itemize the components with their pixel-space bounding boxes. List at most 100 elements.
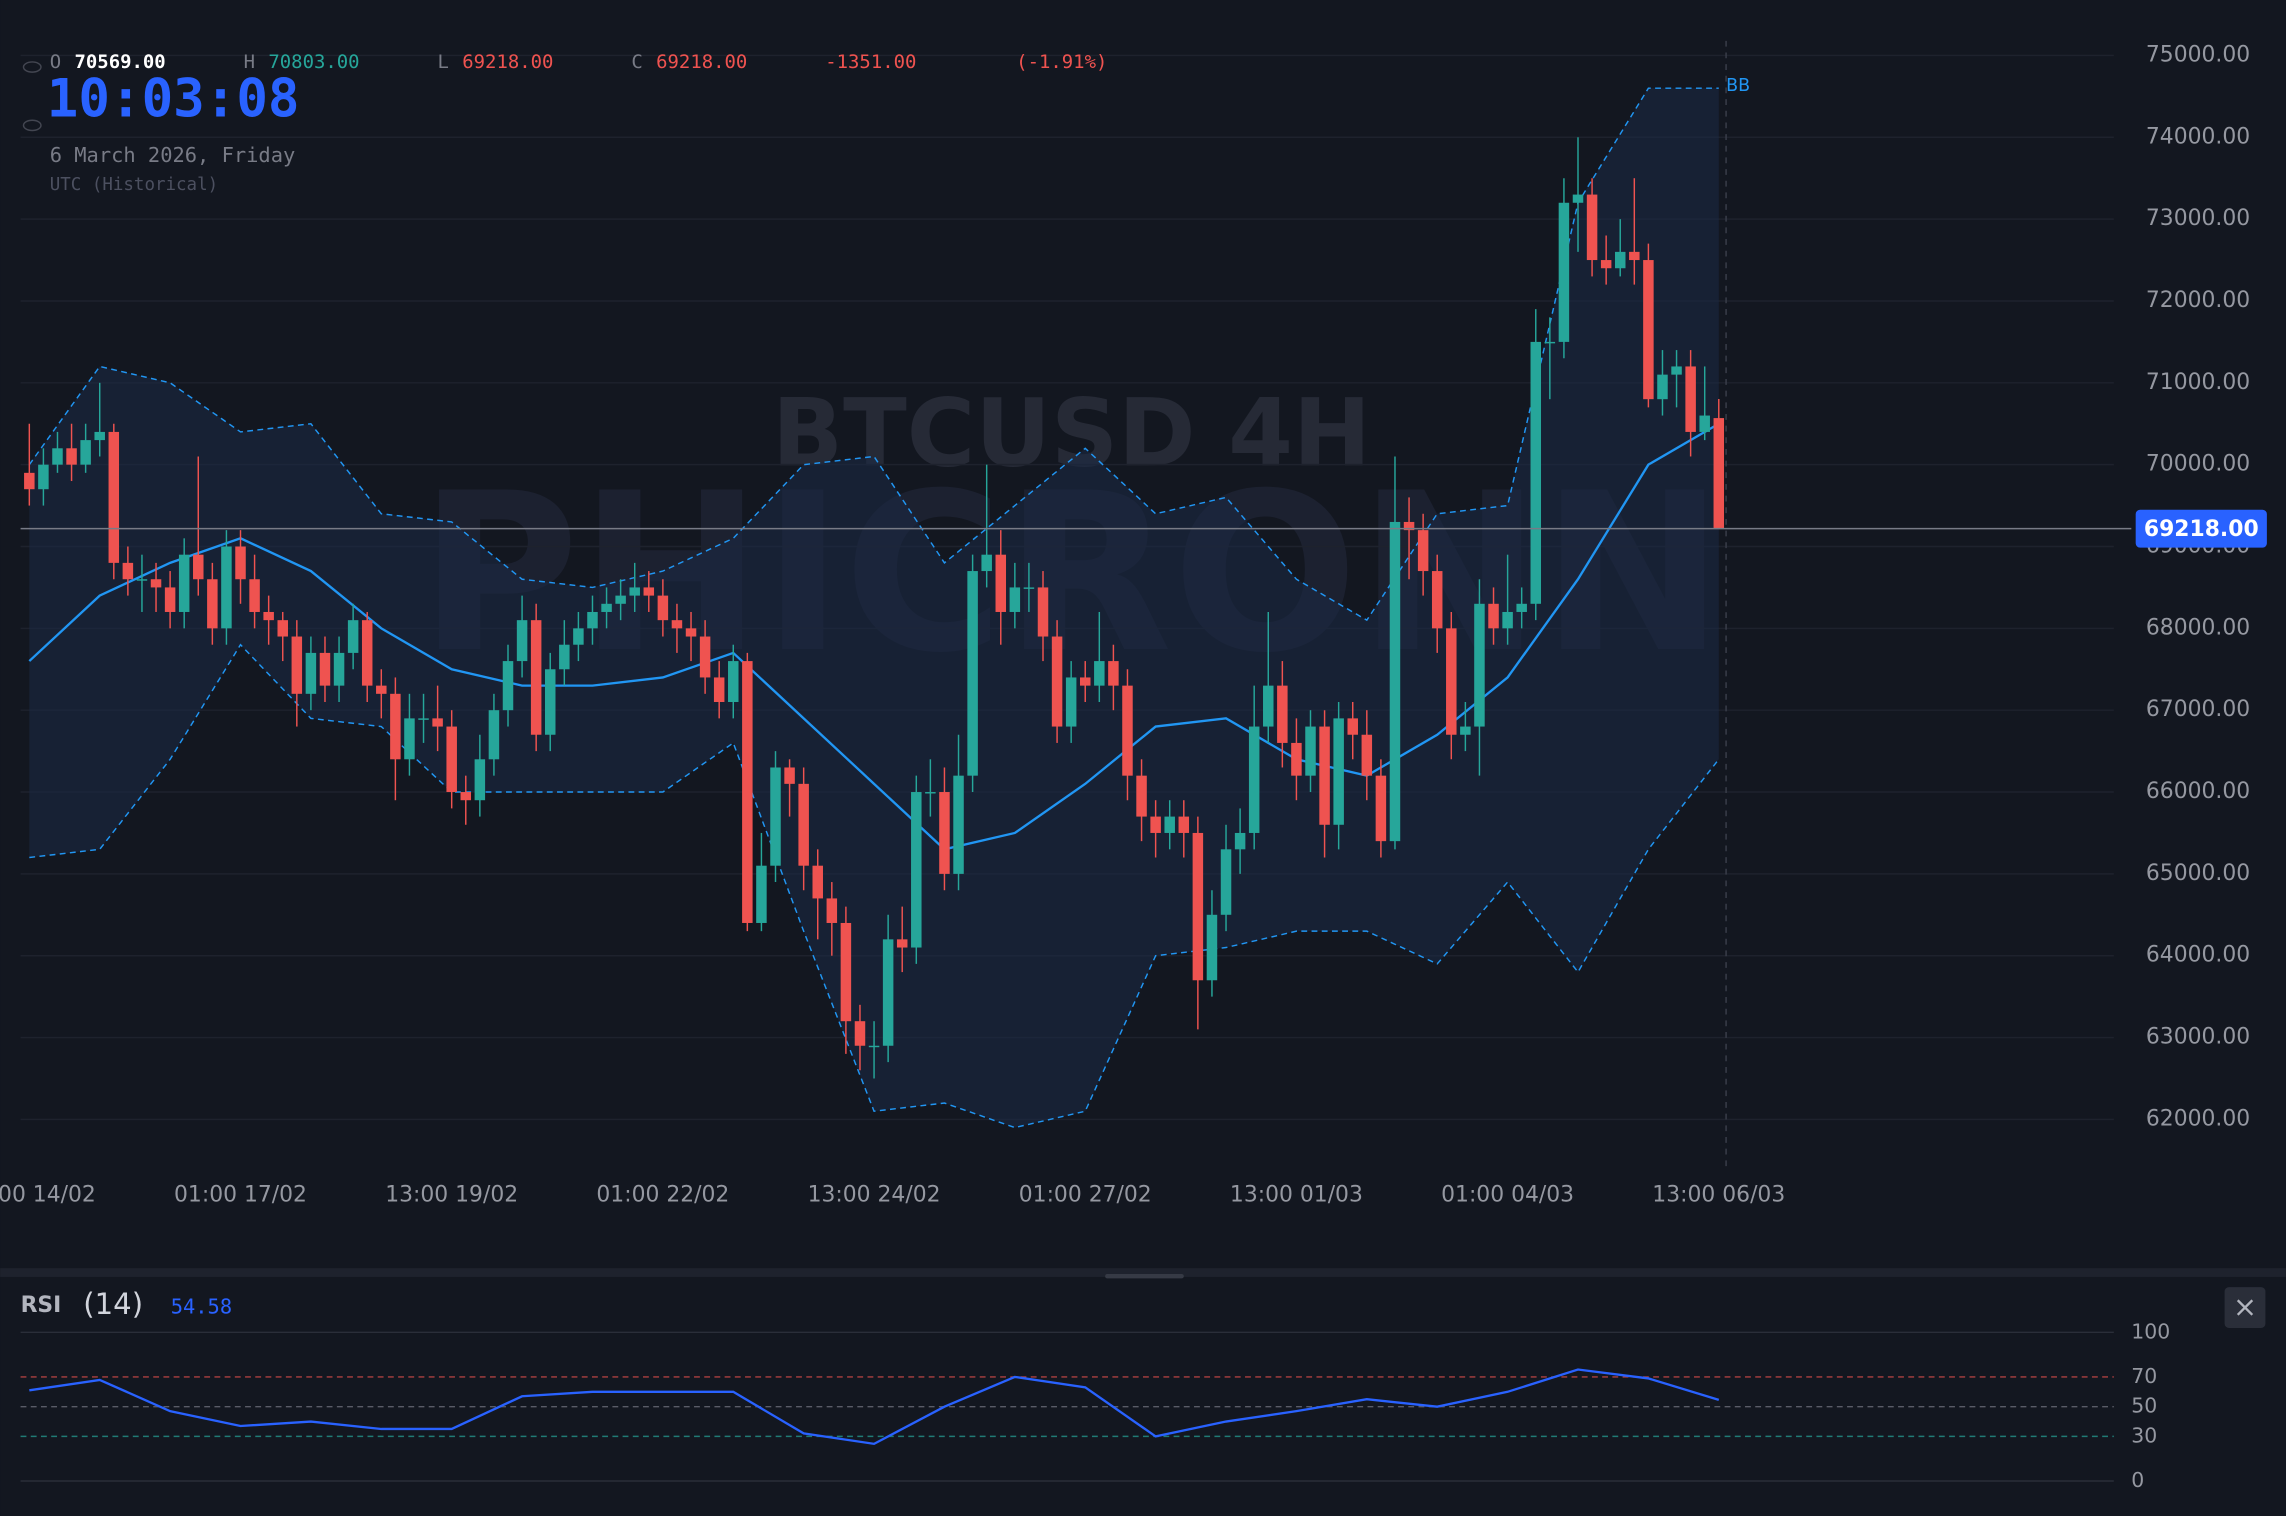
- candle-body: [1206, 914, 1218, 981]
- candle-body: [1277, 685, 1288, 743]
- candle-body: [1614, 251, 1626, 269]
- candle-body: [263, 611, 274, 621]
- close-icon[interactable]: [2236, 1299, 2254, 1316]
- candle-body: [1122, 685, 1133, 776]
- candle-body: [854, 1021, 866, 1046]
- y-tick-label: 74000.00: [2146, 124, 2250, 149]
- candle-body: [474, 759, 486, 801]
- candle-body: [953, 775, 964, 874]
- pane-divider[interactable]: [0, 1268, 2286, 1277]
- candle-body: [164, 587, 176, 612]
- x-tick-label: 01:00 27/02: [1019, 1182, 1152, 1207]
- candle-body: [1572, 194, 1584, 203]
- candle-body: [939, 792, 950, 874]
- candle-body: [207, 579, 218, 629]
- candle-body: [305, 652, 317, 694]
- candle-body: [1530, 341, 1542, 604]
- close-key: C: [631, 51, 642, 73]
- candle-body: [784, 767, 795, 784]
- candle-body: [742, 661, 753, 923]
- candle-body: [615, 595, 626, 604]
- candle-body: [1319, 726, 1330, 825]
- clock: 10:03:08: [47, 69, 300, 130]
- candle-body: [1164, 816, 1175, 833]
- timezone: UTC (Historical): [50, 175, 218, 195]
- date: 6 March 2026, Friday: [50, 143, 296, 167]
- y-tick-label: 30: [2131, 1423, 2157, 1447]
- y-tick-label: 70: [2131, 1364, 2157, 1388]
- candle-body: [643, 587, 655, 596]
- close-button[interactable]: [2224, 1287, 2266, 1328]
- candle-body: [1671, 366, 1682, 375]
- candle-body: [193, 554, 204, 580]
- candle-body: [812, 865, 823, 899]
- divider-handle[interactable]: [1105, 1274, 1184, 1279]
- candle-body: [94, 431, 105, 441]
- candle-body: [1643, 260, 1654, 400]
- candle-body: [826, 898, 838, 923]
- last-price-badge: [2135, 509, 2267, 548]
- open-value: 70569.00: [75, 51, 166, 73]
- candle-body: [1600, 260, 1612, 269]
- plot-layer: 62000.00 63000.00 64000.00 65000.00 66000.00…: [0, 42, 2267, 1492]
- candle-body: [559, 644, 570, 670]
- candle-body: [1291, 742, 1302, 776]
- candle-body: [1065, 677, 1077, 727]
- candle-body: [333, 652, 345, 686]
- x-tick-label: 13:00 06/03: [1652, 1182, 1785, 1207]
- candle-body: [235, 546, 246, 580]
- candle-body: [376, 685, 387, 694]
- rsi-value: 54.58: [171, 1295, 232, 1319]
- low-value: 69218.00: [462, 51, 553, 73]
- y-tick-label: 63000.00: [2146, 1025, 2250, 1050]
- candle-body: [868, 1045, 880, 1048]
- candle-body: [629, 587, 640, 596]
- band-upper: [28, 87, 1719, 622]
- candle-body: [573, 628, 584, 645]
- candle-body: [798, 783, 809, 866]
- eye-icon[interactable]: [22, 119, 42, 132]
- candle-body: [1417, 530, 1429, 572]
- band-lower: [29, 643, 1720, 1129]
- candle-body: [1079, 677, 1091, 686]
- change-percent: (-1.91%): [1016, 51, 1107, 73]
- candle-body: [390, 693, 401, 760]
- candle-body: [1009, 587, 1021, 612]
- candle-body: [1446, 628, 1457, 735]
- rsi-period: (14): [83, 1287, 143, 1321]
- candle-body: [1023, 587, 1035, 589]
- eye-icon[interactable]: [22, 61, 42, 73]
- candle-body: [1136, 775, 1147, 817]
- candle-body: [770, 767, 781, 866]
- y-tick-label: 62000.00: [2146, 1106, 2250, 1131]
- last-price-label: 69218.00: [2144, 517, 2259, 542]
- candle-body: [1051, 636, 1063, 727]
- candle-body: [1347, 718, 1358, 735]
- candle-body: [671, 620, 683, 629]
- candle-body: [601, 603, 612, 612]
- candle-body: [1220, 849, 1232, 915]
- candle-body: [80, 440, 91, 465]
- high-key: H: [244, 51, 255, 73]
- candle-body: [1502, 611, 1513, 629]
- x-tick-label: 13:00 01/03: [1230, 1182, 1363, 1207]
- y-tick-label: 75000.00: [2146, 42, 2250, 67]
- candle-body: [896, 939, 908, 948]
- candle-body: [587, 611, 598, 629]
- candle-body: [52, 448, 63, 465]
- candle-body: [925, 792, 936, 794]
- candle-body: [277, 620, 288, 637]
- candle-body: [1685, 366, 1696, 432]
- candle-body: [1516, 603, 1527, 612]
- candle-body: [1361, 734, 1373, 776]
- low-key: L: [437, 51, 448, 73]
- candle-body: [38, 464, 49, 490]
- y-tick-label: 64000.00: [2146, 943, 2250, 968]
- candle-body: [840, 922, 852, 1022]
- y-tick-label: 0: [2131, 1468, 2144, 1492]
- y-tick-label: 73000.00: [2146, 206, 2250, 231]
- candle-body: [685, 628, 697, 637]
- candle-body: [1460, 726, 1471, 735]
- candle-body: [502, 661, 514, 711]
- candle-body: [1150, 816, 1161, 833]
